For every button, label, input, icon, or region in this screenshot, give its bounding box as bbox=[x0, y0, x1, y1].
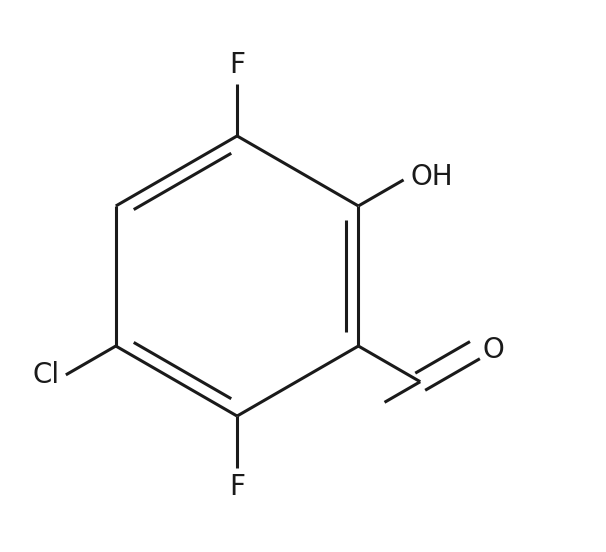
Text: Cl: Cl bbox=[32, 361, 59, 389]
Text: F: F bbox=[229, 473, 245, 501]
Text: F: F bbox=[229, 51, 245, 79]
Text: O: O bbox=[482, 336, 504, 364]
Text: OH: OH bbox=[410, 163, 453, 191]
